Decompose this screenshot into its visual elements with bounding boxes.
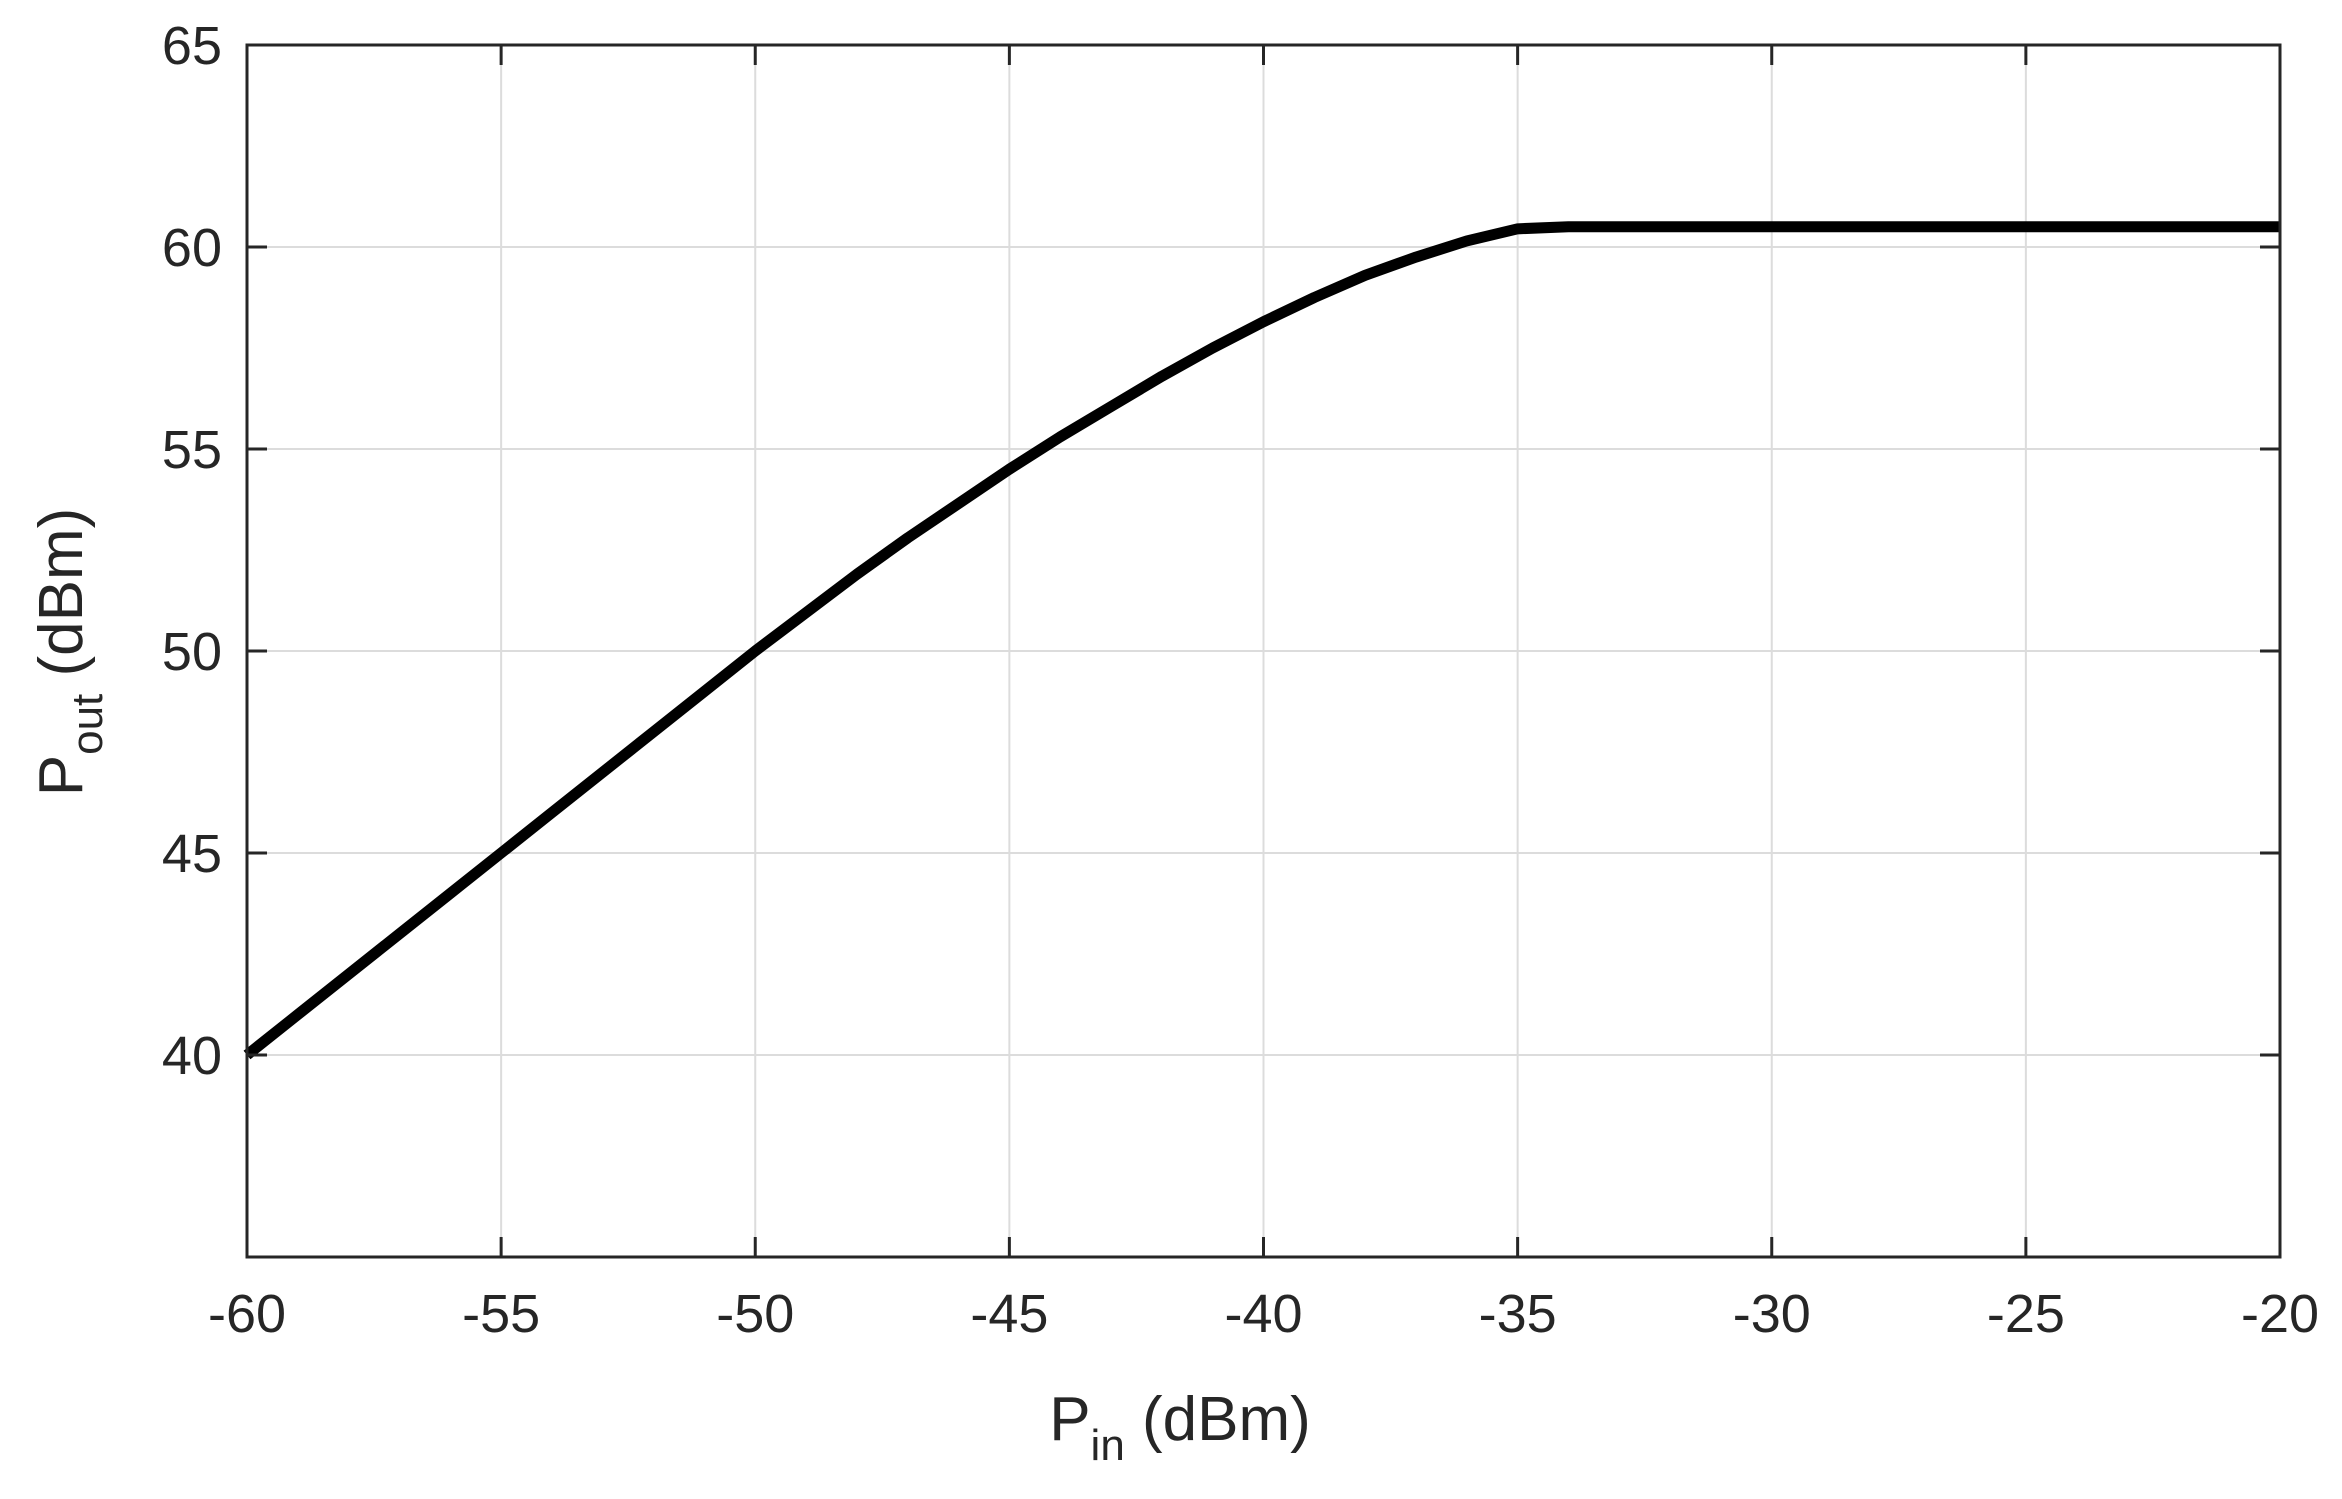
y-axis-label-unit: (dBm) — [27, 508, 96, 694]
y-tick-label-2: 50 — [162, 622, 222, 682]
y-axis-label: Pout (dBm) — [27, 508, 112, 797]
x-tick-label-4: -40 — [1224, 1284, 1302, 1344]
x-tick-label-1: -55 — [462, 1284, 540, 1344]
y-axis-label-main: P — [27, 755, 96, 796]
x-axis-label-subscript: in — [1091, 1421, 1125, 1470]
x-tick-labels: -60 -55 -50 -45 -40 -35 -30 -25 -20 — [208, 1284, 2319, 1344]
tick-marks — [245, 43, 2282, 1257]
x-tick-label-5: -35 — [1479, 1284, 1557, 1344]
y-tick-labels: 40 45 50 55 60 65 — [162, 16, 222, 1086]
x-tick-label-6: -30 — [1733, 1284, 1811, 1344]
x-tick-label-3: -45 — [970, 1284, 1048, 1344]
x-axis-label-unit: (dBm) — [1125, 1385, 1311, 1454]
x-axis-label-main: P — [1049, 1385, 1090, 1454]
x-tick-label-8: -20 — [2241, 1284, 2319, 1344]
x-axis-label: Pin (dBm) — [1049, 1385, 1311, 1470]
x-tick-label-0: -60 — [208, 1284, 286, 1344]
y-tick-label-0: 40 — [162, 1026, 222, 1086]
y-tick-label-1: 45 — [162, 824, 222, 884]
x-tick-label-7: -25 — [1987, 1284, 2065, 1344]
y-axis-label-subscript: out — [63, 694, 112, 755]
y-tick-label-3: 55 — [162, 420, 222, 480]
x-tick-label-2: -50 — [716, 1284, 794, 1344]
y-tick-label-5: 65 — [162, 16, 222, 76]
series-line-0 — [243, 221, 2280, 1060]
y-tick-label-4: 60 — [162, 218, 222, 278]
data-series — [243, 221, 2280, 1060]
